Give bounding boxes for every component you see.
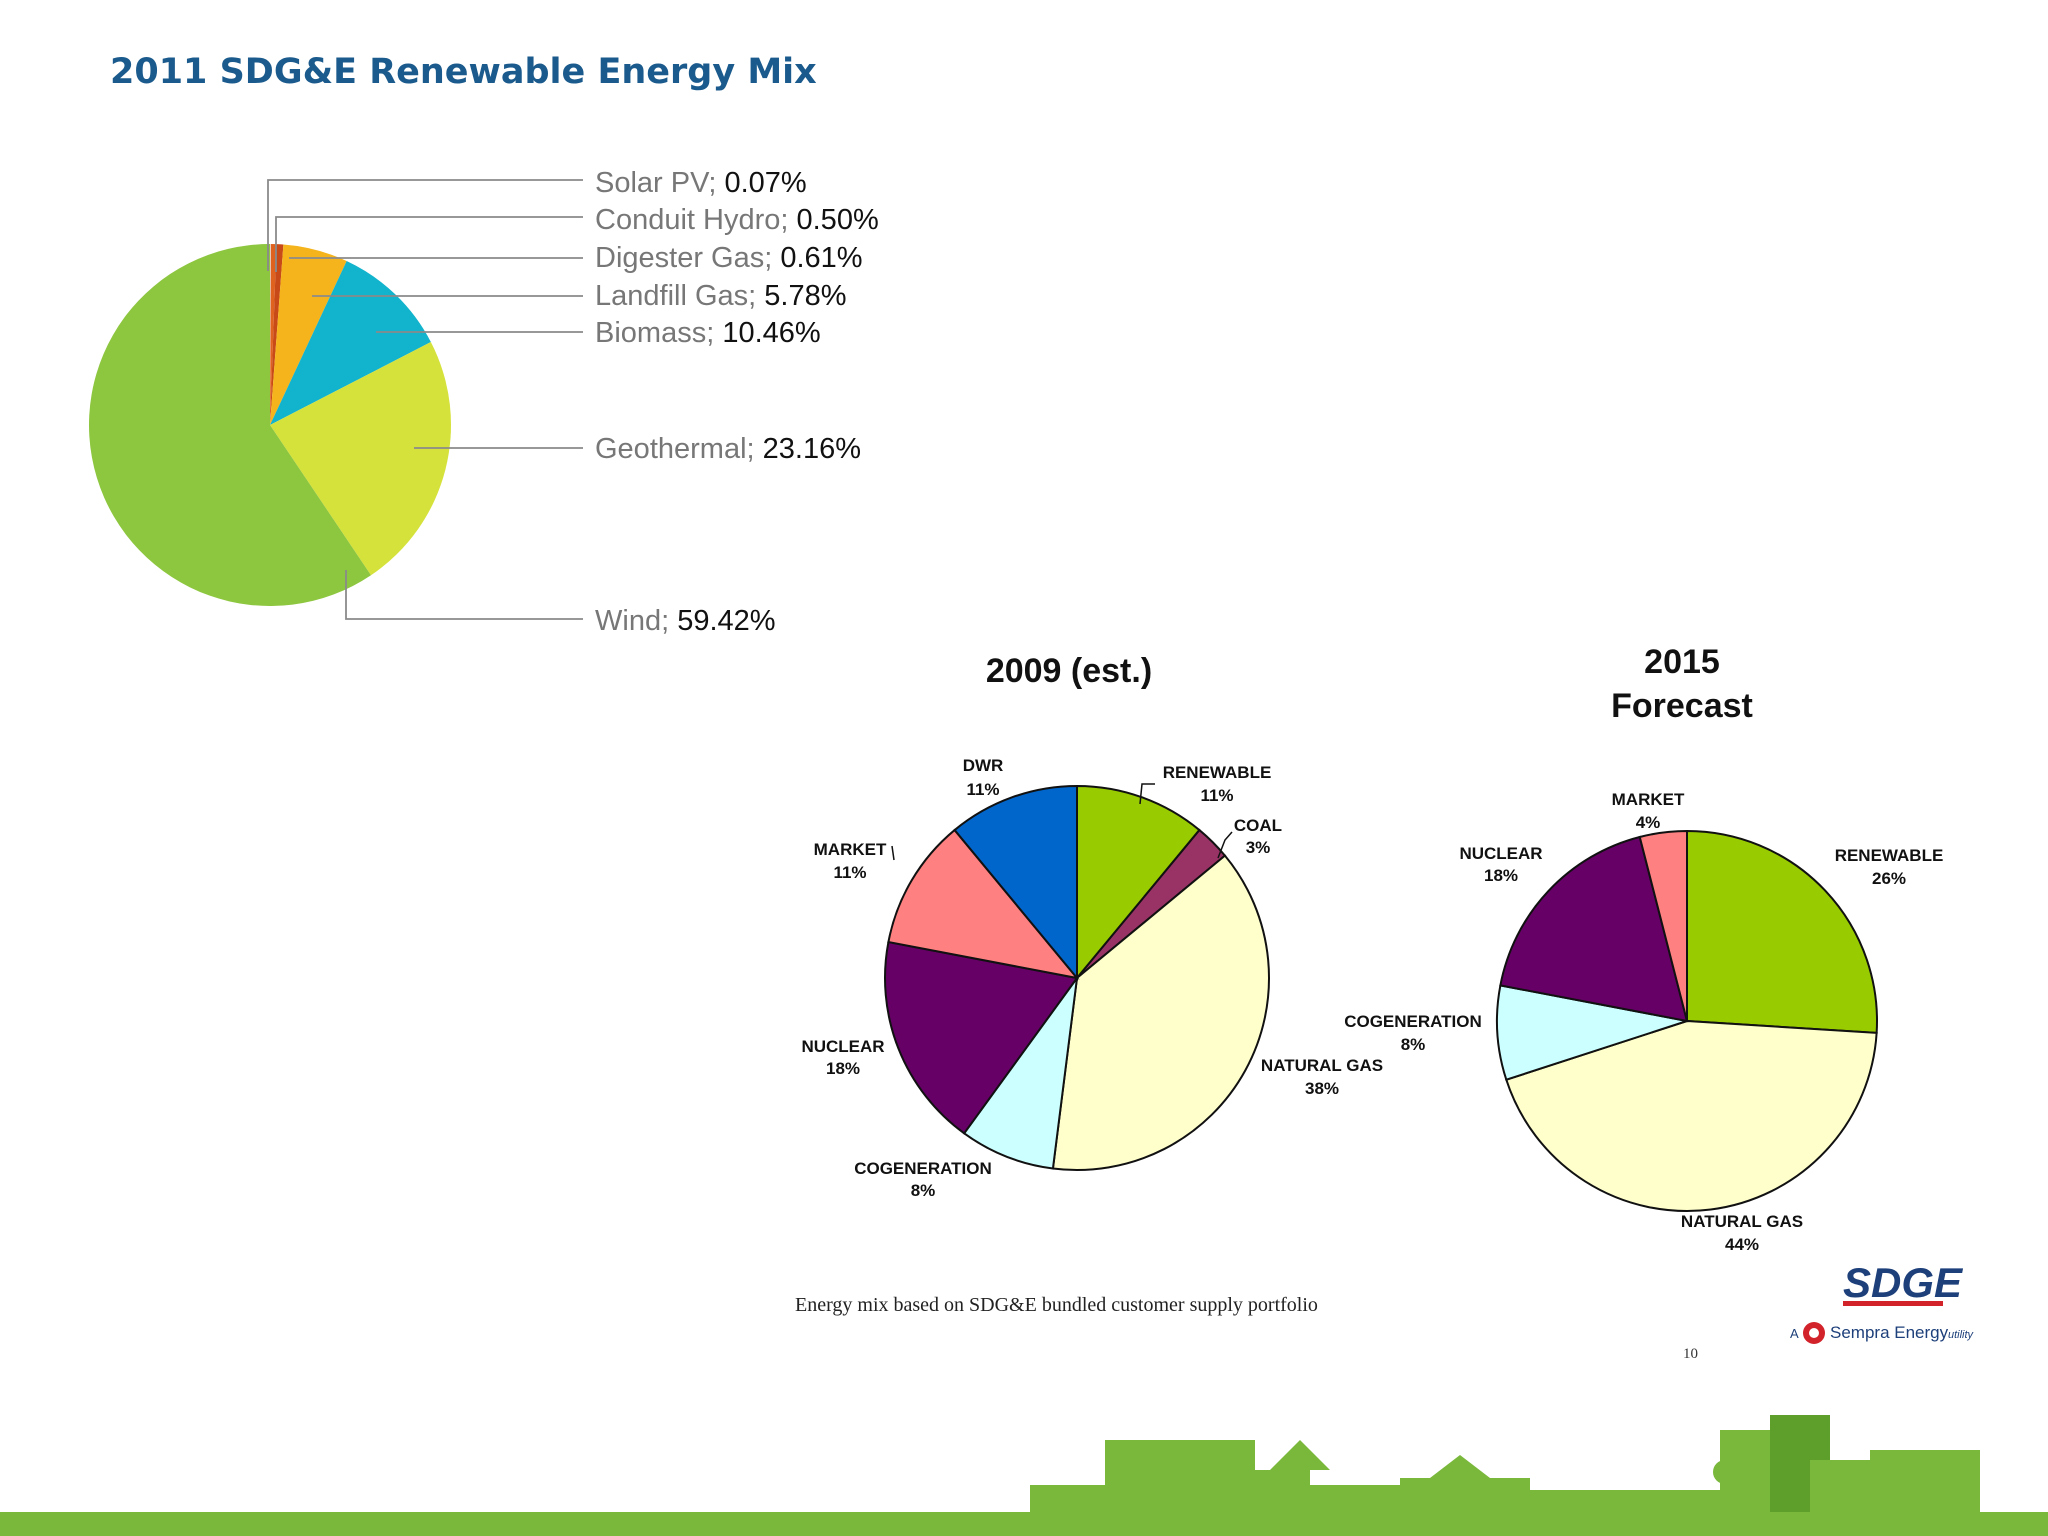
mix-2015-slice-nuclear: [1499, 835, 1689, 1023]
label-2015-nuclear: NUCLEAR: [1459, 844, 1542, 863]
sempra-tagline-suffix: utility: [1948, 1329, 1975, 1341]
mix-2009-slice-dwr: [953, 784, 1078, 981]
pct-2015-cogeneration: 8%: [1401, 1035, 1426, 1054]
label-2009-cogeneration: COGENERATION: [854, 1159, 992, 1178]
leader-line-2009-renewable: [1139, 783, 1155, 805]
label-2015-market: MARKET: [1612, 790, 1685, 809]
pct-2015-renewable: 26%: [1872, 869, 1906, 888]
footer-bar: [0, 1512, 2048, 1536]
sempra-prefix-text: A: [1790, 1326, 1799, 1341]
mix-2009-labels: DWR 11% RENEWABLE 11% COAL 3% MARKET 11%…: [801, 756, 1383, 1200]
leader-line-solar-pv: [267, 179, 583, 271]
leader-line-wind: [345, 570, 583, 620]
renewable-slice-biomass: [270, 261, 431, 425]
renewable-slice-conduit-hydro: [270, 244, 277, 425]
label-2015-cogeneration: COGENERATION: [1344, 1012, 1482, 1031]
renewable-slice-landfill-gas: [270, 244, 347, 425]
renewable-mix-pie: [89, 244, 452, 606]
pct-2009-coal: 3%: [1246, 838, 1271, 857]
label-biomass: Biomass; 10.46%: [595, 317, 821, 349]
mix-2015-slice-market: [1638, 829, 1688, 1022]
label-2009-renewable: RENEWABLE: [1163, 763, 1272, 782]
label-solar-pv: Solar PV; 0.07%: [595, 167, 807, 199]
renewable-slice-geothermal: [270, 342, 452, 576]
label-digester-gas: Digester Gas; 0.61%: [595, 242, 863, 274]
pct-2009-nuclear: 18%: [826, 1059, 860, 1078]
town-skyline-graphic: [1030, 1415, 1980, 1512]
label-wind: Wind; 59.42%: [595, 605, 776, 637]
pct-2009-market: 11%: [833, 863, 866, 882]
inner-slide-panel: [315, 120, 2048, 1430]
leader-line-2009-market: [891, 845, 895, 861]
mix-2009-slice-market: [887, 828, 1080, 980]
chart-caption: Energy mix based on SDG&E bundled custom…: [795, 1294, 1318, 1316]
sdge-logo-wordmark: SDGE: [1843, 1259, 1964, 1306]
pct-2009-natural-gas: 38%: [1305, 1079, 1339, 1098]
renewable-slice-wind: [89, 244, 371, 606]
mix-2009-slice-natural-gas: [1051, 854, 1270, 1171]
renewable-slice-solar-pv: [270, 244, 271, 425]
label-2009-natural-gas: NATURAL GAS: [1261, 1056, 1383, 1075]
pie2-title: 2009 (est.): [986, 652, 1152, 690]
label-2009-dwr: DWR: [963, 756, 1004, 775]
sempra-tagline-text: Sempra Energy: [1830, 1323, 1949, 1342]
pie3-title-line1: 2015: [1644, 643, 1720, 681]
label-2009-nuclear: NUCLEAR: [801, 1037, 884, 1056]
pct-2015-natural-gas: 44%: [1725, 1235, 1759, 1254]
leader-line-conduit-hydro: [275, 216, 583, 272]
page-number: 10: [1683, 1346, 1698, 1362]
mix-2015-slice-renewable: [1686, 829, 1879, 1034]
pct-2009-renewable: 11%: [1200, 786, 1233, 805]
label-conduit-hydro: Conduit Hydro; 0.50%: [595, 204, 879, 236]
renewable-mix-labels: Solar PV; 0.07% Conduit Hydro; 0.50% Dig…: [267, 167, 879, 637]
label-2009-coal: COAL: [1234, 816, 1282, 835]
label-2009-market: MARKET: [814, 840, 887, 859]
pct-2015-nuclear: 18%: [1484, 866, 1518, 885]
mix-2015-labels: MARKET 4% NUCLEAR 18% RENEWABLE 26% COGE…: [1344, 790, 1943, 1254]
mix-2015-slice-natural-gas: [1505, 1019, 1878, 1213]
renewable-slice-digester-gas: [270, 244, 284, 425]
mix-2009-pie: [884, 784, 1270, 1171]
mix-2009-slice-nuclear: [884, 940, 1079, 1135]
pct-2009-dwr: 11%: [966, 780, 999, 799]
mix-2015-pie: [1496, 829, 1879, 1213]
label-2015-renewable: RENEWABLE: [1835, 846, 1944, 865]
sdge-logo: SDGE A Sempra Energy utility: [1790, 1255, 2030, 1355]
mix-2009-slice-renewable: [1076, 784, 1201, 981]
label-2015-natural-gas: NATURAL GAS: [1681, 1212, 1803, 1231]
label-geothermal: Geothermal; 23.16%: [595, 433, 861, 465]
mix-2015-slice-cogeneration: [1496, 984, 1688, 1081]
pie3-title-line2: Forecast: [1611, 687, 1753, 725]
pct-2009-cogeneration: 8%: [911, 1181, 936, 1200]
mix-2009-slice-cogeneration: [962, 977, 1078, 1170]
label-landfill-gas: Landfill Gas; 5.78%: [595, 280, 847, 312]
slide-title: 2011 SDG&E Renewable Energy Mix: [110, 52, 817, 92]
leader-line-2009-coal: [1217, 831, 1233, 859]
pct-2015-market: 4%: [1636, 813, 1661, 832]
